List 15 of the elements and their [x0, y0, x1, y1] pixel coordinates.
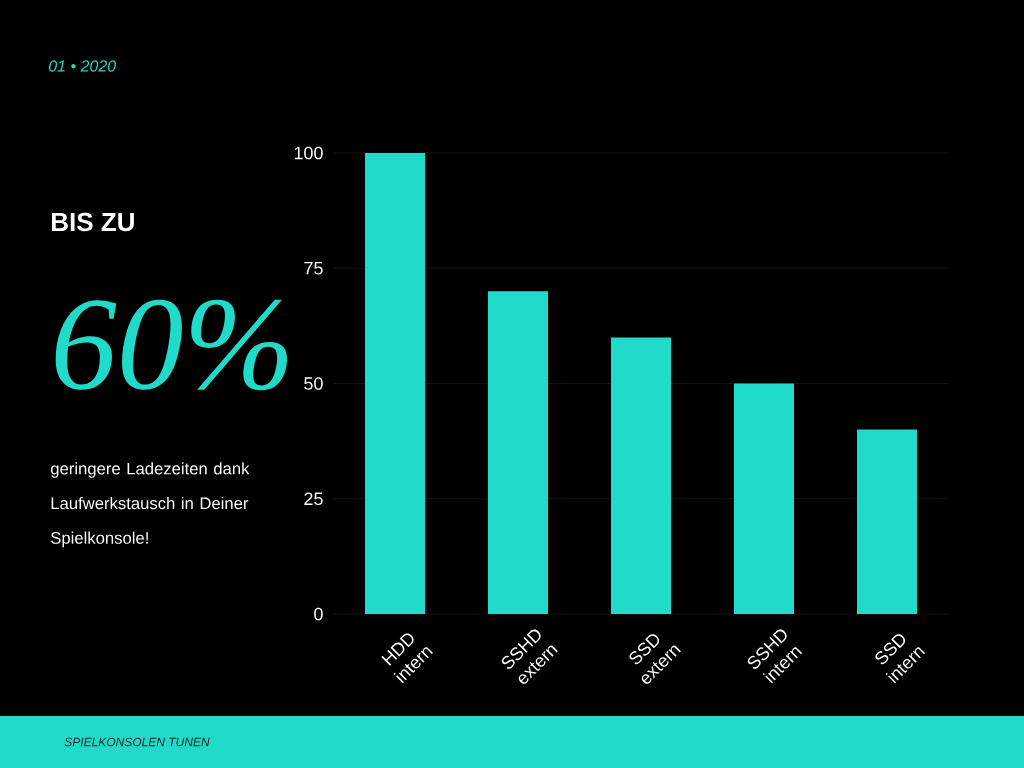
- y-tick-label: 0: [314, 607, 323, 621]
- y-tick-label: 75: [304, 261, 323, 275]
- text: SPIELKONSOLEN TUNEN: [64, 737, 210, 747]
- y-tick-label: 25: [304, 492, 323, 506]
- bar: [611, 337, 671, 614]
- y-tick-label: 100: [294, 146, 323, 160]
- bar: [365, 153, 426, 614]
- bar: [734, 383, 794, 614]
- bar: [857, 429, 917, 614]
- bar: [488, 291, 549, 614]
- text: geringere Ladezeiten dank Laufwerkstausch in Deiner Spielkonsole!: [50, 462, 250, 548]
- text: BIS ZU: [52, 212, 134, 232]
- y-tick-label: 50: [304, 377, 323, 390]
- text: 60%: [55, 299, 288, 391]
- text: 01 • 2020: [48, 60, 116, 72]
